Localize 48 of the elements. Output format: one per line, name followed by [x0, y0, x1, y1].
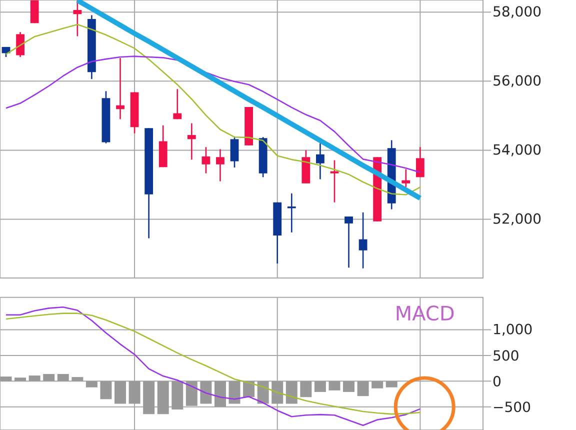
candlestick: [173, 88, 182, 120]
bar: [343, 381, 355, 392]
y-tick-label: −500: [494, 402, 530, 412]
candlestick: [187, 122, 196, 160]
bar: [14, 378, 26, 382]
bar: [86, 381, 98, 388]
bar: [272, 381, 284, 404]
candlestick: [402, 168, 410, 188]
bar: [100, 381, 112, 400]
y-tick-label: 1,000: [494, 324, 532, 336]
bar: [200, 381, 212, 404]
candlestick: [116, 57, 124, 120]
bar: [43, 374, 55, 382]
bar: [214, 381, 226, 407]
candlestick: [73, 0, 82, 37]
candlestick: [330, 160, 339, 204]
bar: [186, 381, 198, 406]
y-tick-label: 500: [494, 350, 518, 361]
bar: [357, 381, 369, 396]
bar: [172, 381, 184, 410]
candlestick: [416, 146, 424, 178]
bar: [328, 381, 340, 390]
y-tick-label: 54,000: [494, 144, 541, 156]
bar: [0, 376, 12, 382]
bar: [228, 381, 240, 404]
bar: [128, 381, 140, 404]
bar: [28, 376, 40, 382]
y-tick-label: 52,000: [494, 213, 541, 226]
candlestick: [344, 216, 353, 268]
candlestick: [202, 146, 210, 174]
y-tick-label: 58,000: [494, 6, 541, 18]
bar: [57, 374, 69, 382]
candlestick: [316, 142, 324, 180]
candlestick: [358, 212, 368, 269]
y-tick-label: 0: [493, 376, 501, 386]
bar: [314, 381, 326, 392]
candlestick: [230, 136, 239, 168]
bar: [143, 381, 155, 414]
y-tick-label: 56,000: [494, 75, 541, 88]
bar: [372, 381, 384, 388]
bar: [72, 377, 84, 382]
candlestick: [16, 31, 24, 58]
bar: [386, 381, 398, 388]
bar: [286, 381, 298, 404]
bar: [157, 381, 169, 414]
candlestick: [216, 148, 224, 182]
bar: [300, 381, 312, 398]
bar: [114, 381, 126, 404]
